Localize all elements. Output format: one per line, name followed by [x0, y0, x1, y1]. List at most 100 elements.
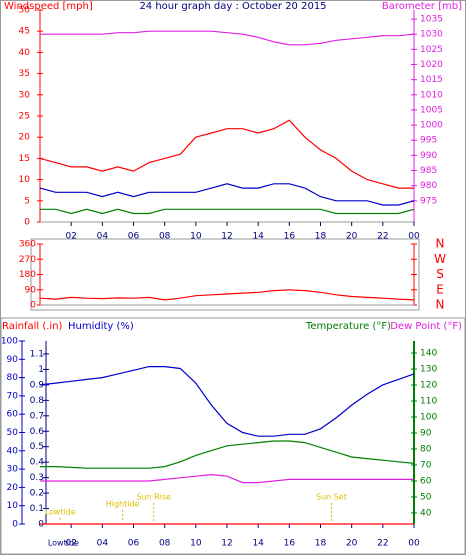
y-tick-label: 0	[30, 301, 36, 311]
annotation: Lowtide	[45, 508, 76, 517]
y-tick-label: 0.5	[30, 442, 44, 452]
y-tick-label: 0	[24, 218, 30, 228]
y-tick-label: 1020	[420, 60, 443, 70]
x-tick-label: 12	[221, 232, 232, 242]
y-tick-label: 70	[420, 460, 432, 470]
y-tick-label: 110	[420, 396, 437, 406]
y-tick-label: 1010	[420, 90, 443, 100]
axis-label: Windspeed [mph]	[4, 1, 93, 12]
x-tick-label: 18	[315, 539, 327, 549]
y-tick-label: 1025	[420, 45, 443, 55]
y-tick-label: 90	[420, 428, 432, 438]
y-tick-label: 990	[420, 151, 437, 161]
x-tick-label: 16	[284, 539, 296, 549]
y-tick-label: 30	[7, 465, 19, 475]
y-tick-label: S	[436, 267, 444, 281]
y-tick-label: 0.3	[30, 473, 44, 483]
y-tick-label: 15	[19, 154, 30, 164]
direction-frame	[30, 238, 420, 311]
y-tick-label: 0.7	[30, 411, 44, 421]
y-tick-label: 0.6	[30, 427, 45, 437]
y-tick-label: 35	[19, 69, 30, 79]
y-tick-label: 1000	[420, 121, 443, 131]
y-tick-label: 1035	[420, 15, 443, 25]
series-line	[39, 119, 414, 189]
x-tick-label: 22	[377, 232, 388, 242]
axis-label: Barometer [mb]	[382, 1, 462, 12]
annotation: Lowtide	[48, 539, 79, 548]
legend-label: Rainfall (.in)	[2, 321, 63, 332]
annotation: Sun Set	[316, 493, 347, 502]
x-tick-label: 04	[97, 232, 109, 242]
x-tick-label: 02	[65, 539, 76, 549]
x-tick-label: 06	[128, 232, 140, 242]
legend-label: Humidity (%)	[68, 321, 134, 332]
x-tick-label: 20	[346, 232, 358, 242]
y-tick-label: 130	[420, 364, 437, 374]
y-tick-label: 980	[420, 181, 437, 191]
x-tick-label: 12	[221, 539, 232, 549]
temperature-frame	[0, 317, 466, 555]
x-tick-label: 14	[252, 539, 264, 549]
y-tick-label: 1.1	[30, 349, 44, 359]
y-tick-label: 25	[19, 112, 30, 122]
x-tick-label: 08	[159, 232, 171, 242]
x-tick-label: 00	[408, 539, 420, 549]
y-tick-label: 1015	[420, 75, 443, 85]
y-tick-label: 60	[7, 410, 19, 420]
x-tick-label: 18	[315, 232, 327, 242]
y-tick-label: 120	[420, 380, 437, 390]
y-tick-label: 40	[420, 508, 432, 518]
y-tick-label: 20	[7, 483, 19, 493]
x-tick-label: 10	[190, 232, 202, 242]
y-tick-label: 100	[1, 337, 18, 347]
y-tick-label: 20	[19, 133, 31, 143]
series-line	[40, 208, 415, 215]
annotation: Hightide	[106, 500, 140, 509]
legend-label: Temperature (°F)	[305, 321, 391, 332]
y-tick-label: 1030	[420, 30, 443, 40]
y-tick-label: 40	[19, 48, 31, 58]
y-tick-label: E	[436, 282, 444, 296]
y-tick-label: 1005	[420, 105, 443, 115]
y-tick-label: 80	[420, 444, 432, 454]
y-tick-label: 50	[7, 428, 19, 438]
x-tick-label: 10	[190, 539, 202, 549]
x-tick-label: 06	[128, 539, 140, 549]
y-tick-label: 80	[7, 373, 19, 383]
y-tick-label: 0.2	[30, 489, 44, 499]
y-tick-label: W	[434, 252, 446, 266]
y-tick-label: 90	[7, 355, 19, 365]
x-tick-label: 00	[408, 232, 420, 242]
x-tick-label: 04	[97, 539, 109, 549]
chart-title: 24 hour graph day : October 20 2015	[139, 1, 326, 12]
y-tick-label: 10	[19, 175, 31, 185]
y-tick-label: 50	[19, 6, 31, 16]
y-tick-label: 1	[38, 365, 44, 375]
y-tick-label: 40	[7, 446, 19, 456]
x-tick-label: 22	[377, 539, 388, 549]
y-tick-label: 0.9	[30, 380, 45, 390]
y-tick-label: 60	[420, 476, 432, 486]
x-tick-label: 20	[346, 539, 358, 549]
y-tick-label: 0.8	[30, 396, 45, 406]
annotation: Sun Rise	[136, 493, 171, 502]
series-line	[40, 30, 415, 46]
y-tick-label: 140	[420, 348, 437, 358]
y-tick-label: N	[436, 298, 445, 312]
y-tick-label: 180	[19, 270, 36, 280]
y-tick-label: 45	[19, 27, 30, 37]
y-tick-label: 10	[7, 501, 19, 511]
series-line	[39, 289, 415, 301]
series-line	[39, 366, 415, 437]
y-tick-label: 985	[420, 166, 437, 176]
series-line	[39, 183, 415, 206]
y-tick-label: 995	[420, 136, 437, 146]
x-tick-label: 16	[284, 232, 296, 242]
y-tick-label: 360	[19, 240, 36, 250]
legend-label: Dew Point (°F)	[390, 321, 462, 332]
y-tick-label: 100	[420, 412, 437, 422]
y-tick-label: 50	[420, 492, 432, 502]
